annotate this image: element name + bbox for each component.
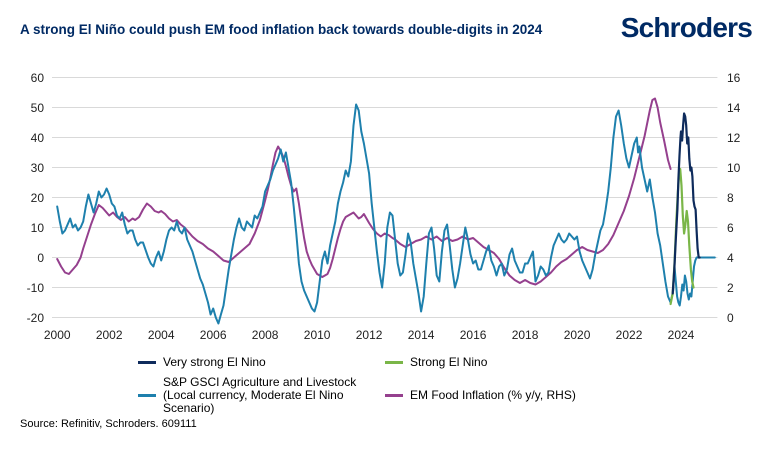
legend-swatch-purple xyxy=(385,394,403,397)
svg-text:2002: 2002 xyxy=(96,328,123,342)
svg-text:2012: 2012 xyxy=(356,328,383,342)
svg-text:2000: 2000 xyxy=(44,328,71,342)
svg-text:60: 60 xyxy=(31,71,45,85)
svg-text:2024: 2024 xyxy=(668,328,695,342)
svg-text:2006: 2006 xyxy=(200,328,227,342)
legend-item-very-strong-el-nino: Very strong El Nino xyxy=(138,356,385,369)
svg-text:2004: 2004 xyxy=(148,328,175,342)
svg-text:2018: 2018 xyxy=(512,328,539,342)
svg-text:0: 0 xyxy=(37,251,44,265)
svg-text:6: 6 xyxy=(727,221,734,235)
legend-label: Very strong El Nino xyxy=(163,355,266,369)
legend-label: S&P GSCI Agriculture and Livestock (Loca… xyxy=(163,376,385,415)
svg-text:10: 10 xyxy=(31,221,45,235)
svg-text:20: 20 xyxy=(31,191,45,205)
svg-text:2010: 2010 xyxy=(304,328,331,342)
svg-text:2020: 2020 xyxy=(564,328,591,342)
svg-text:2: 2 xyxy=(727,281,734,295)
legend-swatch-blue xyxy=(138,394,156,397)
svg-text:2008: 2008 xyxy=(252,328,279,342)
svg-text:30: 30 xyxy=(31,161,45,175)
svg-text:14: 14 xyxy=(727,101,741,115)
svg-text:2022: 2022 xyxy=(616,328,643,342)
svg-text:-20: -20 xyxy=(27,311,45,325)
legend-item-strong-el-nino: Strong El Nino xyxy=(385,356,576,369)
svg-text:-10: -10 xyxy=(27,281,45,295)
svg-text:2016: 2016 xyxy=(460,328,487,342)
schroders-logo: Schroders xyxy=(620,12,753,43)
svg-text:8: 8 xyxy=(727,191,734,205)
page-title: A strong El Niño could push EM food infl… xyxy=(20,22,543,37)
svg-text:10: 10 xyxy=(727,161,741,175)
legend-swatch-green xyxy=(385,361,403,364)
legend-label-line1: S&P GSCI Agriculture and Livestock xyxy=(163,375,357,389)
svg-text:50: 50 xyxy=(31,101,45,115)
svg-text:0: 0 xyxy=(727,311,734,325)
svg-text:4: 4 xyxy=(727,251,734,265)
legend-label: Strong El Nino xyxy=(410,355,488,369)
legend-item-sp-gsci: S&P GSCI Agriculture and Livestock (Loca… xyxy=(138,376,385,415)
svg-text:16: 16 xyxy=(727,71,741,85)
source-note: Source: Refinitiv, Schroders. 609111 xyxy=(20,418,197,430)
svg-text:12: 12 xyxy=(727,131,741,145)
svg-text:2014: 2014 xyxy=(408,328,435,342)
legend-swatch-navy xyxy=(138,361,156,364)
legend-label-line2: (Local currency, Moderate El Nino Scenar… xyxy=(163,388,344,415)
svg-text:40: 40 xyxy=(31,131,45,145)
legend-label: EM Food Inflation (% y/y, RHS) xyxy=(410,388,576,402)
legend: Very strong El Nino Strong El Nino S&P G… xyxy=(138,356,576,415)
legend-item-em-food-inflation: EM Food Inflation (% y/y, RHS) xyxy=(385,376,576,415)
